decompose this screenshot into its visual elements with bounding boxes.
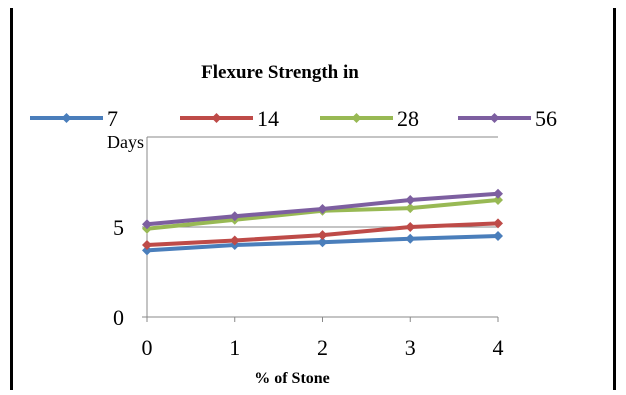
right-border-line [613, 8, 616, 390]
legend-item-14: 14 [180, 106, 279, 131]
data-point [405, 203, 416, 214]
data-point [405, 195, 416, 205]
data-point [493, 218, 503, 229]
data-point [493, 188, 503, 199]
y-tick-label: 0 [113, 305, 124, 330]
y-axis-title: Days [107, 132, 144, 152]
data-point [229, 235, 240, 246]
data-point [405, 233, 416, 244]
x-tick-label: 3 [405, 335, 416, 360]
data-point [493, 231, 503, 241]
axis-ticks: 0 5 0 1 2 3 4 [113, 215, 504, 360]
x-tick-label: 0 [142, 335, 153, 360]
x-tick-label: 2 [317, 335, 328, 360]
data-point [142, 219, 152, 230]
series-14 [142, 218, 503, 250]
legend-item-28: 28 [320, 106, 419, 131]
legend-label: 56 [535, 106, 557, 131]
chart-title: Flexure Strength in [201, 62, 359, 83]
legend-label: 14 [257, 106, 279, 131]
data-point [317, 237, 328, 248]
left-border-line [10, 8, 13, 390]
legend-item-7: 7 [30, 106, 118, 131]
series-lines [142, 188, 503, 256]
legend: 7 14 28 56 [30, 106, 557, 131]
series-28 [142, 195, 503, 234]
data-point [493, 195, 503, 205]
legend-item-56: 56 [458, 106, 557, 131]
legend-marker [211, 113, 222, 123]
legend-marker [351, 113, 362, 123]
legend-marker [489, 113, 500, 123]
data-point [229, 211, 240, 222]
data-point [317, 230, 328, 241]
y-tick-label: 5 [113, 215, 124, 240]
legend-label: 7 [107, 106, 118, 131]
data-point [317, 204, 328, 214]
legend-label: 28 [397, 106, 419, 131]
data-point [405, 222, 416, 232]
x-tick-label: 1 [229, 335, 240, 360]
x-axis-title: % of Stone [254, 370, 330, 387]
data-point [142, 245, 152, 256]
legend-marker [61, 113, 72, 123]
data-point [142, 240, 152, 250]
series-56 [142, 188, 503, 230]
x-tick-label: 4 [493, 335, 504, 360]
